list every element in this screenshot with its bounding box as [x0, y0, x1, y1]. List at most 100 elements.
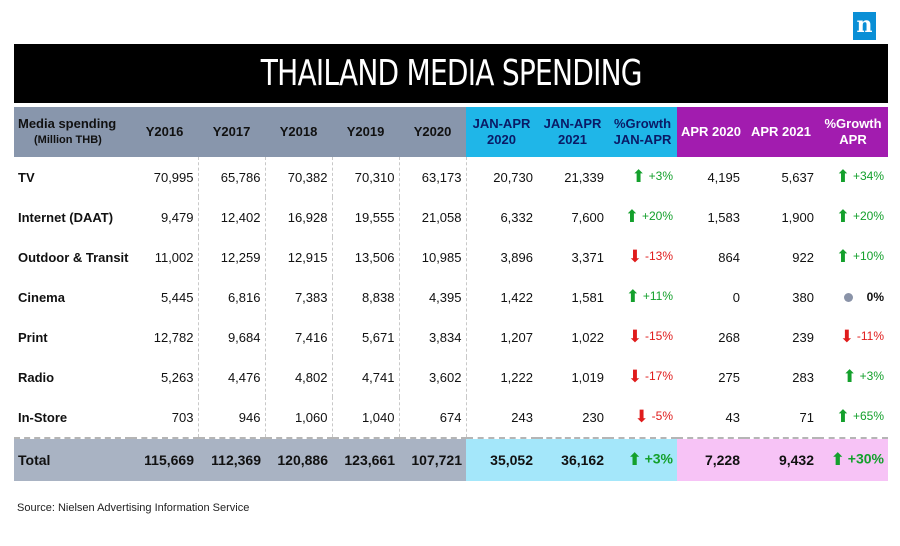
table-row: TV 70,995 65,786 70,382 70,310 63,173 20,730 21…: [14, 157, 888, 197]
growth-cell: ⬆ +30%: [818, 437, 888, 481]
year-value: 946: [198, 397, 266, 438]
apr-2021-value: 1,900: [781, 209, 814, 225]
row-label: Internet (DAAT): [18, 209, 114, 225]
janapr-2020-value: 20,730: [493, 169, 533, 185]
apr-2021-value: 5,637: [781, 169, 814, 185]
growth-value: +3%: [644, 450, 673, 467]
year-value: 123,661: [332, 437, 399, 481]
total-row: Total 115,669 112,369 120,886 123,661 107,721…: [14, 437, 888, 481]
year-value: 70,310: [332, 157, 400, 197]
apr-2021-value: 239: [792, 329, 814, 345]
year-value: 12,259: [198, 237, 266, 277]
growth-value: +10%: [852, 249, 884, 264]
source-note: Source: Nielsen Advertising Information …: [17, 502, 250, 514]
growth-cell: ⬇ -5%: [608, 397, 677, 438]
header-janapr-2021: JAN-APR 2021: [537, 107, 608, 157]
growth-value: -11%: [856, 329, 884, 344]
janapr-2020-value: 1,422: [500, 289, 533, 305]
header-growth-apr: %Growth APR: [818, 107, 888, 157]
header-apr-2020: APR 2020: [677, 107, 744, 157]
growth-cell: ⬆ +3%: [608, 437, 677, 481]
apr-2020-value: 1,583: [707, 209, 740, 225]
table-row: Internet (DAAT) 9,479 12,402 16,928 19,555 21…: [14, 197, 888, 237]
year-value: 12,915: [265, 237, 333, 277]
arrow-down-icon: ⬇: [627, 367, 643, 386]
growth-value: +20%: [852, 209, 884, 224]
apr-2020-value: 268: [718, 329, 740, 345]
header-media-spending: Media spending (Million THB): [14, 107, 131, 157]
growth-value: -13%: [644, 249, 673, 264]
janapr-2021-value: 3,371: [571, 249, 604, 265]
apr-2021-value: 9,432: [744, 437, 818, 481]
janapr-2021-value: 7,600: [571, 209, 604, 225]
arrow-up-icon: ⬆: [842, 367, 857, 386]
year-value: 674: [399, 397, 467, 438]
year-value: 65,786: [198, 157, 266, 197]
apr-2020-value: 43: [725, 409, 740, 425]
apr-2021-value: 283: [792, 369, 814, 385]
arrow-up-icon: ⬆: [835, 207, 851, 226]
arrow-down-icon: ⬇: [634, 407, 649, 426]
arrow-up-icon: ⬆: [830, 450, 845, 469]
year-value: 4,476: [198, 357, 266, 397]
year-value: 12,402: [198, 197, 266, 237]
growth-value: +3%: [859, 369, 884, 384]
arrow-up-icon: ⬆: [835, 247, 851, 266]
year-value: 13,506: [332, 237, 400, 277]
janapr-2020-value: 1,222: [500, 369, 533, 385]
janapr-2020-value: 1,207: [500, 329, 533, 345]
year-value: 5,671: [332, 317, 400, 357]
arrow-up-icon: ⬆: [835, 167, 851, 186]
growth-value: +65%: [852, 409, 884, 424]
arrow-up-icon: ⬆: [624, 207, 640, 226]
header-y2020: Y2020: [399, 107, 466, 157]
year-value: 70,382: [265, 157, 333, 197]
header-y2017: Y2017: [198, 107, 265, 157]
arrow-down-icon: ⬇: [627, 247, 643, 266]
row-label: Print: [18, 329, 48, 345]
year-value: 16,928: [265, 197, 333, 237]
year-value: 8,838: [332, 277, 400, 317]
year-value: 115,669: [131, 437, 198, 481]
table-row: In-Store 703 946 1,060 1,040 674 243 230 ⬇ -5% 43 7…: [14, 397, 888, 438]
growth-value: -15%: [644, 329, 673, 344]
header-janapr-2020: JAN-APR 2020: [466, 107, 537, 157]
year-value: 7,383: [265, 277, 333, 317]
growth-cell: ⬆ +65%: [818, 397, 888, 438]
growth-cell: 0%: [818, 277, 888, 317]
table-body: TV 70,995 65,786 70,382 70,310 63,173 20,730 21…: [14, 157, 888, 481]
year-value: 1,060: [265, 397, 333, 438]
media-spending-table: Media spending (Million THB) Y2016 Y2017…: [14, 107, 888, 481]
growth-value: +20%: [641, 209, 673, 224]
row-label: In-Store: [18, 409, 68, 425]
janapr-2021-value: 1,581: [571, 289, 604, 305]
apr-2020-value: 7,228: [677, 437, 744, 481]
growth-cell: ⬆ +34%: [818, 157, 888, 197]
year-value: 4,741: [332, 357, 400, 397]
year-value: 9,479: [131, 197, 199, 237]
arrow-up-icon: ⬆: [627, 450, 642, 469]
year-value: 10,985: [399, 237, 467, 277]
janapr-2021-value: 230: [582, 409, 604, 425]
header-unit: (Million THB): [34, 134, 102, 146]
janapr-2021-value: 36,162: [537, 437, 608, 481]
janapr-2020-value: 3,896: [500, 249, 533, 265]
nielsen-logo: n: [853, 12, 876, 40]
janapr-2021-value: 1,019: [571, 369, 604, 385]
year-value: 107,721: [399, 437, 466, 481]
table-row: Outdoor & Transit 11,002 12,259 12,915 13,50…: [14, 237, 888, 277]
janapr-2020-value: 35,052: [466, 437, 537, 481]
janapr-2020-value: 243: [511, 409, 533, 425]
apr-2021-value: 71: [799, 409, 814, 425]
row-label: Cinema: [18, 289, 65, 305]
growth-cell: ⬇ -13%: [608, 237, 677, 277]
year-value: 9,684: [198, 317, 266, 357]
arrow-up-icon: ⬆: [631, 167, 646, 186]
row-label: Total: [14, 437, 131, 481]
neutral-dot-icon: [843, 293, 853, 303]
arrow-down-icon: ⬇: [627, 327, 643, 346]
growth-cell: ⬆ +11%: [608, 277, 677, 317]
year-value: 3,834: [399, 317, 467, 357]
year-value: 120,886: [265, 437, 332, 481]
year-value: 703: [131, 397, 199, 438]
